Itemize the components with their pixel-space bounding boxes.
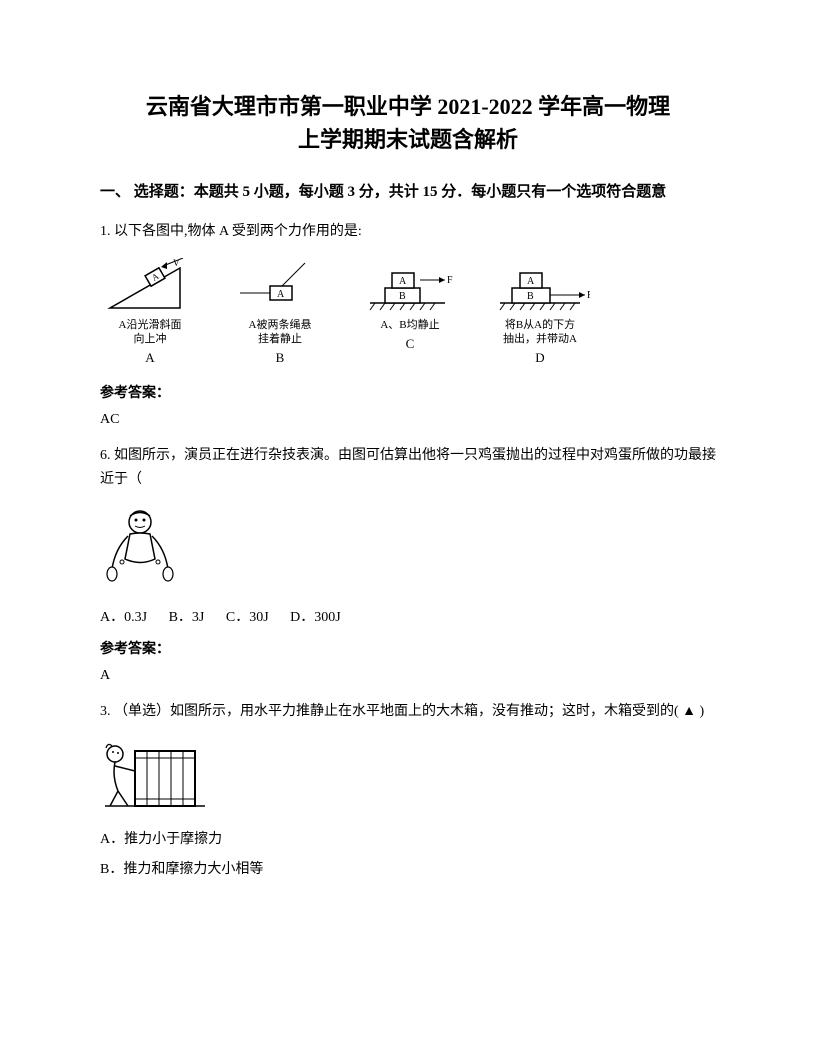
- q1-answer: AC: [100, 412, 716, 428]
- diagram-c-label: C: [406, 336, 415, 352]
- diagram-b: A A被两条绳悬挂着静止 B: [230, 256, 330, 367]
- performer-icon: [100, 504, 180, 594]
- section-header: 一、 选择题：本题共 5 小题，每小题 3 分，共计 15 分．每小题只有一个选…: [100, 180, 716, 204]
- diagram-d: B A F 将B从A的下方抽出，并带动A D: [490, 256, 590, 367]
- q6-option-b: B．3J: [169, 610, 205, 625]
- diagram-a: A V A沿光滑斜面向上冲 A: [100, 256, 200, 367]
- svg-text:V: V: [173, 258, 180, 268]
- title-line-2: 上学期期末试题含解析: [100, 123, 716, 156]
- q6-option-a: A．0.3J: [100, 610, 147, 625]
- page-title: 云南省大理市市第一职业中学 2021-2022 学年高一物理 上学期期末试题含解…: [100, 90, 716, 156]
- diagram-c-caption: A、B均静止: [380, 318, 439, 332]
- q6-options: A．0.3J B．3J C．30J D．300J: [100, 606, 716, 626]
- diagram-a-label: A: [145, 350, 154, 366]
- crate-illustration: [100, 736, 716, 816]
- q6-option-d: D．300J: [290, 610, 341, 625]
- q6-answer-label: 参考答案：: [100, 638, 716, 658]
- crate-push-icon: [100, 736, 210, 816]
- svg-text:F: F: [587, 290, 590, 301]
- stacked-static-icon: B A F: [360, 258, 460, 313]
- question-6-text: 6. 如图所示，演员正在进行杂技表演。由图可估算出他将一只鸡蛋抛出的过程中对鸡蛋…: [100, 444, 716, 492]
- question-1-text: 1. 以下各图中,物体 A 受到两个力作用的是:: [100, 220, 716, 244]
- diagram-d-label: D: [535, 350, 544, 366]
- diagram-a-caption: A沿光滑斜面向上冲: [119, 318, 182, 347]
- q1-answer-label: 参考答案：: [100, 382, 716, 402]
- q3-option-b: B．推力和摩擦力大小相等: [100, 858, 716, 882]
- svg-text:A: A: [277, 289, 285, 300]
- svg-text:A: A: [399, 276, 407, 287]
- q3-option-a: A．推力小于摩擦力: [100, 828, 716, 852]
- stacked-pull-icon: B A F: [490, 258, 590, 313]
- diagram-b-label: B: [276, 350, 285, 366]
- diagram-c: B A F A、B均静止 C: [360, 256, 460, 352]
- question-1-diagrams: A V A沿光滑斜面向上冲 A A A被两条绳悬挂着静止 B: [100, 256, 716, 367]
- q6-answer: A: [100, 668, 716, 684]
- title-line-1: 云南省大理市市第一职业中学 2021-2022 学年高一物理: [100, 90, 716, 123]
- diagram-b-caption: A被两条绳悬挂着静止: [249, 318, 312, 347]
- svg-text:B: B: [399, 291, 406, 302]
- q6-option-c: C．30J: [226, 610, 269, 625]
- svg-text:F: F: [447, 275, 453, 286]
- performer-illustration: [100, 504, 716, 594]
- question-3-text: 3. （单选）如图所示，用水平力推静止在水平地面上的大木箱，没有推动；这时，木箱…: [100, 700, 716, 724]
- svg-text:B: B: [527, 291, 534, 302]
- hanging-icon: A: [235, 258, 325, 313]
- diagram-d-caption: 将B从A的下方抽出，并带动A: [503, 318, 577, 347]
- incline-icon: A V: [105, 258, 195, 313]
- svg-text:A: A: [527, 276, 535, 287]
